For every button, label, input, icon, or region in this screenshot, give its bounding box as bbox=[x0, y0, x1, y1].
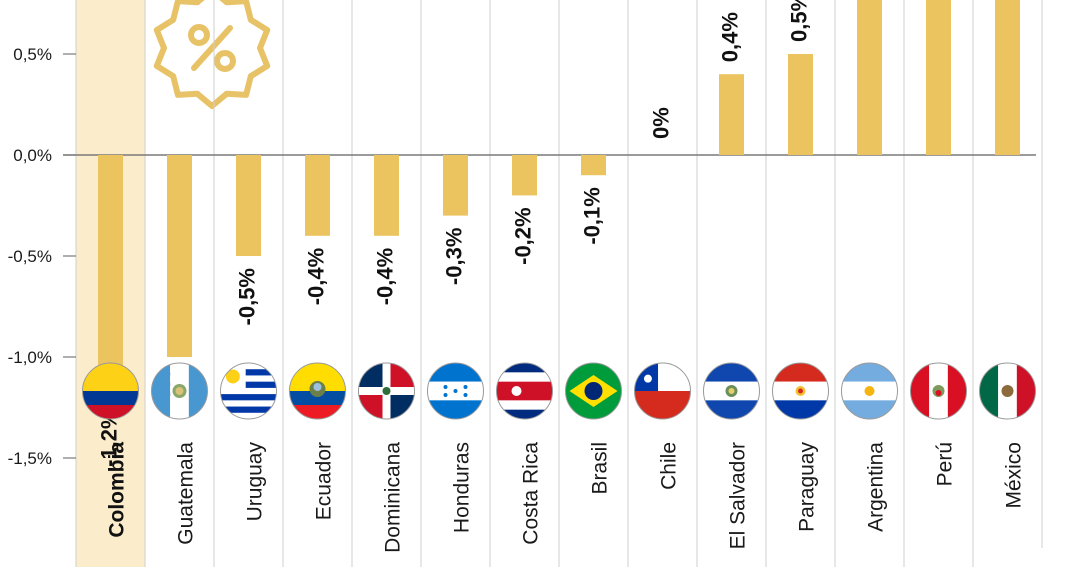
mexico-flag-icon bbox=[979, 362, 1036, 420]
country-label: Chile bbox=[658, 442, 681, 490]
bar-paraguay bbox=[788, 54, 813, 155]
y-tick-label: -1,0% bbox=[8, 348, 52, 367]
brasil-flag-icon bbox=[565, 362, 622, 420]
guatemala-flag-icon bbox=[151, 362, 208, 420]
country-label: Argentina bbox=[865, 442, 888, 532]
country-label: Honduras bbox=[451, 442, 474, 533]
bar-peru bbox=[926, 0, 951, 155]
peru-flag-icon bbox=[910, 362, 967, 420]
bar-brasil bbox=[581, 155, 606, 176]
bar-mexico bbox=[995, 0, 1020, 156]
value-label: -0,4% bbox=[303, 248, 328, 305]
value-label: 0,4% bbox=[717, 12, 742, 62]
value-label: -0,1% bbox=[579, 187, 604, 244]
country-label: Costa Rica bbox=[520, 442, 543, 545]
bar-costa-rica bbox=[512, 155, 537, 196]
country-label: Dominicana bbox=[382, 442, 405, 553]
country-label: Perú bbox=[934, 442, 957, 486]
uruguay-flag-icon bbox=[220, 362, 277, 420]
country-label: Paraguay bbox=[796, 442, 819, 532]
value-label: 0,5% bbox=[786, 0, 811, 42]
value-label: -0,2% bbox=[510, 207, 535, 264]
honduras-flag-icon bbox=[427, 362, 484, 420]
el-salvador-flag-icon bbox=[703, 362, 760, 420]
argentina-flag-icon bbox=[841, 362, 898, 420]
y-tick-label: 0,0% bbox=[13, 146, 52, 165]
y-tick-label: -1,5% bbox=[8, 449, 52, 468]
colombia-flag-icon bbox=[82, 362, 139, 420]
country-label: Uruguay bbox=[244, 442, 267, 522]
bar-argentina bbox=[857, 0, 882, 155]
ecuador-flag-icon bbox=[289, 362, 346, 420]
bar-honduras bbox=[443, 155, 468, 216]
bar-guatemala bbox=[167, 155, 192, 357]
value-label: -0,4% bbox=[372, 248, 397, 305]
value-label: -0,3% bbox=[441, 228, 466, 285]
value-label: -0,5% bbox=[234, 268, 259, 325]
country-label: El Salvador bbox=[727, 442, 750, 549]
y-tick-label: -0,5% bbox=[8, 247, 52, 266]
country-label: Ecuador bbox=[313, 442, 336, 520]
bar-uruguay bbox=[236, 155, 261, 256]
chile-flag-icon bbox=[634, 362, 691, 420]
bar-dominicana bbox=[374, 155, 399, 236]
value-label: 0% bbox=[648, 107, 673, 139]
bar-colombia bbox=[98, 155, 123, 398]
paraguay-flag-icon bbox=[772, 362, 829, 420]
dominicana-flag-icon bbox=[358, 362, 415, 420]
y-tick-label: 0,5% bbox=[13, 45, 52, 64]
country-label: México bbox=[1003, 442, 1026, 509]
country-label: Guatemala bbox=[175, 442, 198, 545]
costa-rica-flag-icon bbox=[496, 362, 553, 420]
country-label: Colombia bbox=[106, 442, 129, 538]
percent-badge-icon bbox=[153, 0, 271, 109]
bar-ecuador bbox=[305, 155, 330, 236]
bar-el-salvador bbox=[719, 74, 744, 155]
country-label: Brasil bbox=[589, 442, 612, 495]
